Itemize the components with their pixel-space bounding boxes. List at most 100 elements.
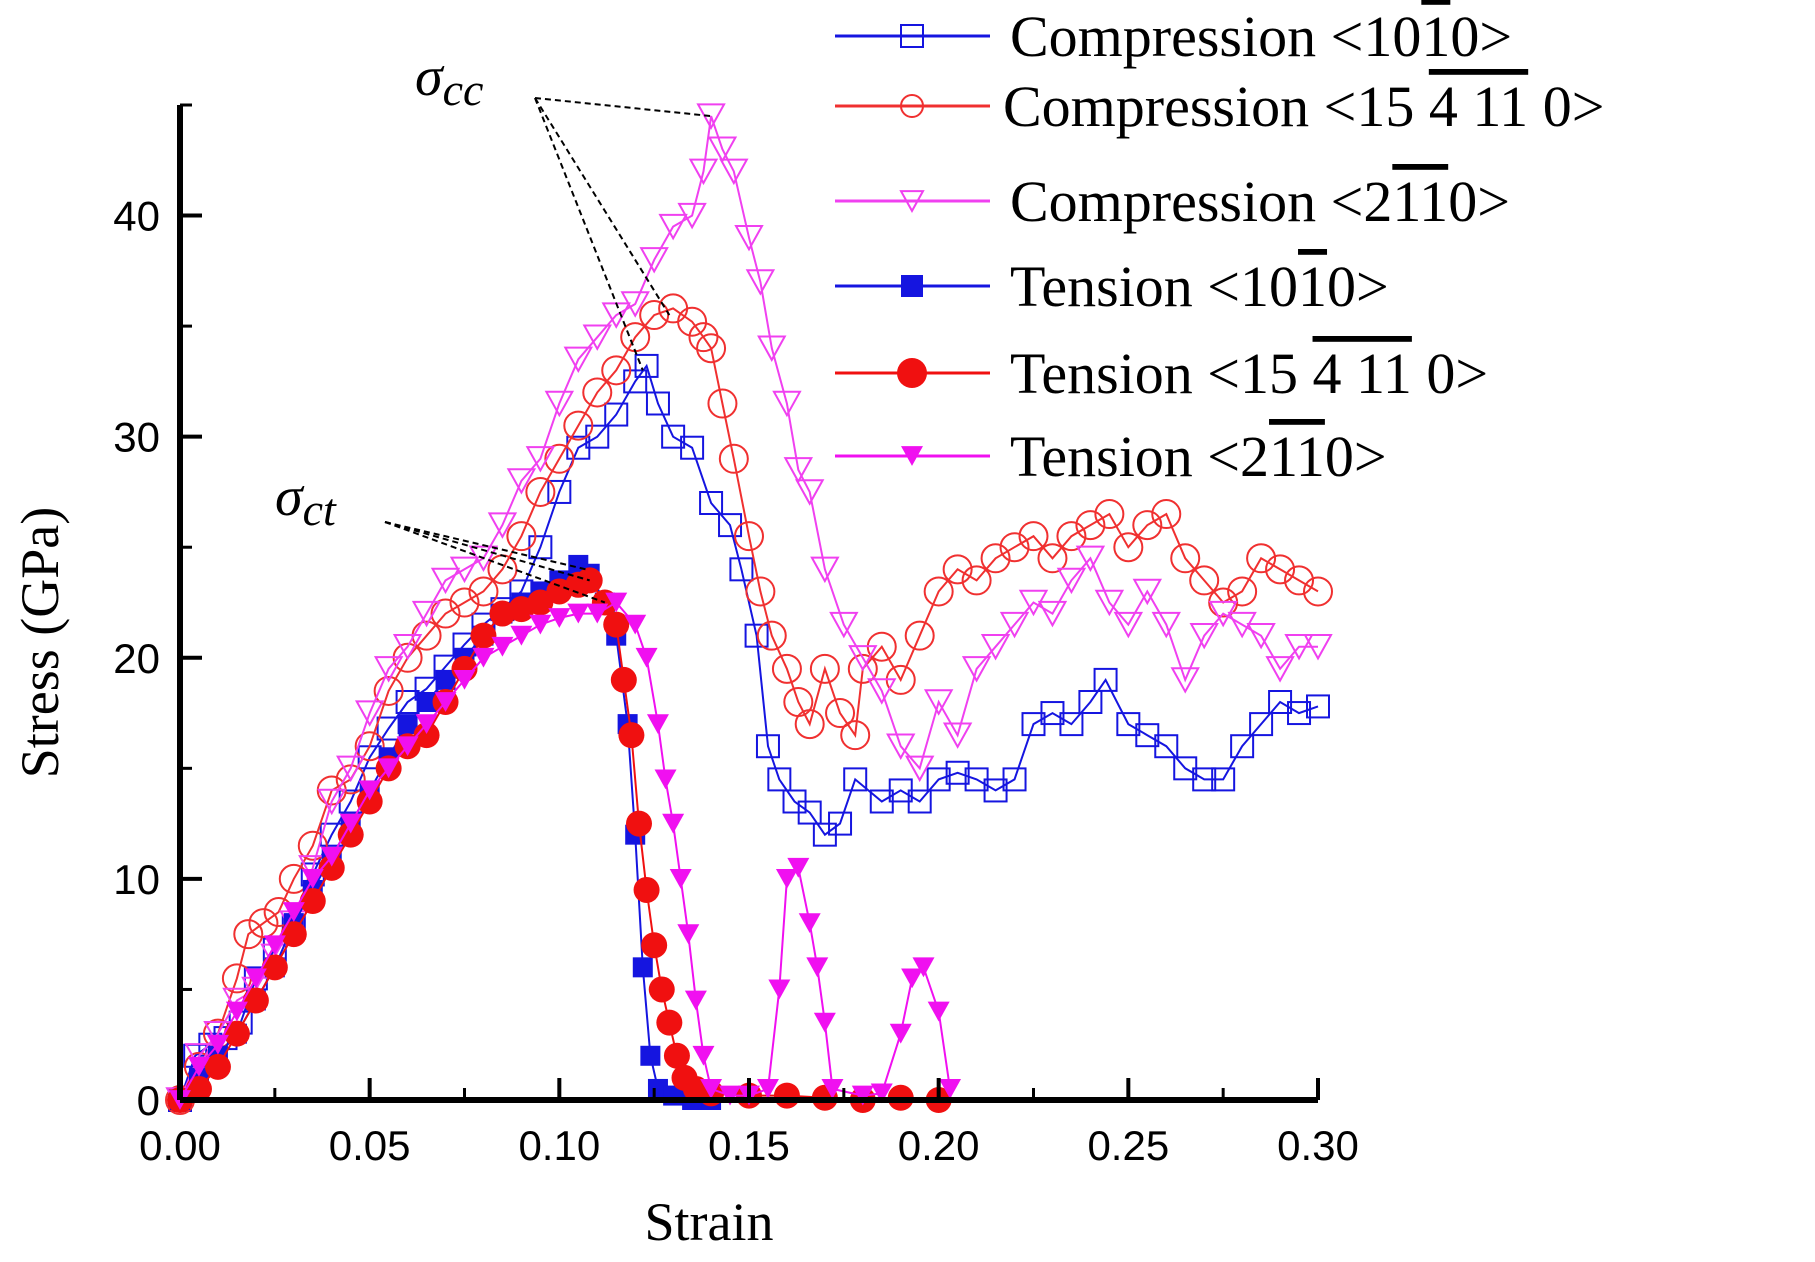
legend-item: Tension <2110> (835, 424, 1387, 489)
annotation-leader (384, 521, 590, 582)
data-point (905, 755, 935, 783)
data-point (187, 1056, 210, 1077)
data-point (775, 868, 798, 889)
legend-marker (901, 275, 923, 297)
data-point (658, 213, 688, 241)
data-point (1227, 576, 1258, 607)
data-point (1093, 667, 1118, 692)
data-point (397, 714, 418, 735)
data-point (829, 611, 859, 639)
data-point (318, 854, 345, 881)
data-point (1037, 543, 1068, 574)
legend-item: Tension <1010> (835, 254, 1389, 319)
data-point (645, 391, 670, 416)
data-point (825, 698, 856, 729)
data-point (688, 158, 719, 186)
data-point (449, 587, 480, 618)
data-point (684, 990, 707, 1011)
legend-marker (899, 190, 925, 213)
data-point (677, 306, 708, 337)
data-point (942, 722, 973, 749)
data-point (413, 722, 440, 749)
legend-label: Compression <15 4 11 0> (1003, 74, 1604, 139)
data-point (901, 968, 924, 989)
data-point (563, 410, 594, 441)
data-point (248, 908, 279, 939)
data-point (1287, 701, 1312, 726)
data-point (889, 1023, 912, 1044)
data-point (923, 689, 954, 716)
data-point (744, 623, 769, 648)
data-point (548, 608, 571, 628)
data-point (756, 620, 787, 651)
x-axis-title: Strain (645, 1192, 774, 1252)
data-point (435, 669, 456, 690)
data-point (939, 1079, 962, 1099)
data-point (411, 600, 442, 628)
data-point (544, 443, 575, 474)
data-point (430, 567, 461, 595)
data-point (1132, 578, 1162, 606)
data-point (1094, 499, 1125, 530)
series-2 (165, 103, 1333, 1114)
data-point (1154, 734, 1179, 759)
data-point (225, 1001, 248, 1022)
data-point (809, 653, 840, 684)
data-point (680, 435, 705, 460)
data-point (527, 589, 554, 616)
data-point (506, 468, 537, 495)
data-point (1018, 521, 1049, 552)
data-point (547, 479, 572, 504)
legend-label: Tension <15 4 11 0> (1010, 341, 1488, 406)
data-point (821, 1079, 844, 1099)
data-point (794, 709, 825, 740)
data-point (434, 692, 457, 712)
data-point (567, 603, 590, 624)
annotation-label: σct (275, 466, 337, 535)
data-point (525, 446, 556, 473)
data-point (377, 758, 400, 779)
data-point (472, 647, 495, 668)
data-layer (165, 103, 1333, 1115)
data-point (980, 634, 1011, 661)
data-point (1170, 667, 1200, 694)
data-point (373, 656, 404, 683)
data-point (646, 714, 669, 735)
data-point (1056, 567, 1087, 595)
data-point (783, 457, 814, 484)
data-point (756, 1079, 779, 1099)
annotation-leader (384, 521, 606, 604)
data-point (729, 557, 754, 582)
data-point (339, 813, 362, 834)
data-point (430, 598, 461, 629)
data-point (625, 810, 652, 837)
data-point (317, 788, 347, 816)
data-point (1249, 712, 1274, 737)
series-5 (169, 592, 962, 1110)
data-point (603, 611, 630, 638)
data-point (677, 202, 707, 230)
data-point (806, 957, 829, 978)
data-point (610, 666, 637, 693)
data-point (261, 954, 288, 981)
data-point (392, 634, 423, 661)
data-point (757, 335, 787, 362)
data-point (1113, 532, 1144, 563)
data-point (942, 554, 973, 585)
data-point (1151, 611, 1181, 639)
data-point (926, 767, 951, 792)
data-point (204, 1053, 231, 1080)
data-point (692, 1045, 715, 1066)
data-point (907, 789, 932, 814)
data-point (840, 720, 871, 751)
data-point (468, 545, 499, 573)
data-point (320, 846, 343, 867)
data-point (282, 902, 305, 922)
legend-label: Compression <1010> (1010, 4, 1512, 69)
legend-marker (900, 94, 924, 118)
data-point (927, 1001, 950, 1022)
annotations: σcc σct (275, 46, 712, 604)
data-point (999, 532, 1030, 563)
data-point (487, 512, 518, 539)
